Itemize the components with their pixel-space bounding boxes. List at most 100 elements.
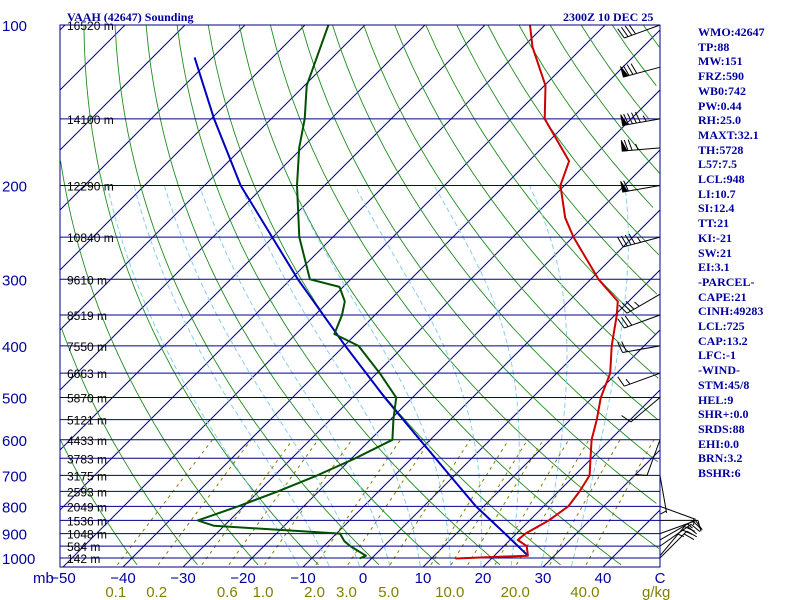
wind-barb-staff bbox=[622, 118, 661, 126]
dry-adiabat-line bbox=[238, 24, 622, 566]
moist-adiabat-line bbox=[163, 185, 360, 567]
mixing-ratio-line bbox=[389, 439, 471, 566]
wind-barb-feather bbox=[621, 415, 632, 423]
index-row: SW:21 bbox=[698, 245, 733, 260]
mixing-ratio-label: 0.1 bbox=[105, 584, 126, 600]
wind-barb-staff bbox=[646, 439, 661, 476]
moist-adiabat-line bbox=[528, 185, 568, 567]
wind-barb-feather bbox=[626, 64, 634, 75]
wind-barb bbox=[617, 24, 661, 39]
wind-barb-feather bbox=[681, 529, 693, 535]
mixing-ratio-label: 3.0 bbox=[336, 584, 357, 600]
wind-barb-feather bbox=[635, 474, 648, 476]
index-row: HEL:9 bbox=[698, 392, 734, 407]
valid-time: 2300Z 10 DEC 25 bbox=[563, 10, 654, 24]
mixing-ratio-line bbox=[347, 439, 432, 566]
mixing-ratio-label: 0.2 bbox=[146, 584, 167, 600]
isotherm-line bbox=[302, 209, 661, 568]
wind-barb-feather bbox=[624, 234, 632, 246]
height-label: 12290 m bbox=[67, 179, 114, 193]
height-label: 5121 m bbox=[67, 414, 107, 428]
height-label: 1048 m bbox=[67, 528, 107, 542]
background-lines bbox=[59, 24, 661, 568]
wind-barb bbox=[620, 139, 661, 152]
mixing-ratio-line bbox=[228, 439, 319, 566]
height-label: 142 m bbox=[67, 552, 100, 566]
wind-barb-feather bbox=[617, 341, 624, 353]
wind-barb-feather bbox=[620, 235, 628, 247]
index-row: MAXT:32.1 bbox=[698, 127, 759, 142]
wind-barb-feather bbox=[683, 533, 695, 541]
wind-barb bbox=[659, 475, 668, 515]
mixing-ratio-label: 10.0 bbox=[435, 584, 464, 600]
wind-barb-feather bbox=[687, 526, 697, 535]
pressure-tick-label: 200 bbox=[2, 178, 27, 195]
temperature-tick-label: 30 bbox=[535, 570, 552, 587]
dry-adiabat-line bbox=[269, 24, 660, 549]
dewpoint-trace bbox=[196, 24, 398, 560]
mixing-ratio-line bbox=[494, 439, 570, 566]
wind-barb-staff bbox=[622, 184, 661, 193]
pressure-tick-label: 100 bbox=[2, 18, 27, 35]
temperature-tick-label: −40 bbox=[110, 570, 135, 587]
wind-barb-feather bbox=[628, 24, 636, 35]
index-row: CAPE:21 bbox=[698, 289, 747, 304]
index-row: PW:0.44 bbox=[698, 98, 742, 113]
dry-adiabat-line bbox=[363, 24, 658, 420]
index-row: RH:25.0 bbox=[698, 113, 741, 128]
mixing-ratio-line bbox=[585, 439, 655, 566]
wind-barb-feather bbox=[631, 112, 637, 124]
wind-barb-feather bbox=[623, 180, 629, 192]
index-row: BRN:3.2 bbox=[698, 451, 743, 466]
wind-barb-feather bbox=[617, 236, 624, 248]
wind-barb-half-feather bbox=[687, 523, 693, 529]
index-row: SRDS:88 bbox=[698, 421, 745, 436]
x-axis-unit-label: mb bbox=[33, 570, 54, 587]
index-row: LFC:-1 bbox=[698, 348, 736, 363]
mixing-ratio-line bbox=[315, 439, 401, 566]
height-label: 3175 m bbox=[67, 469, 107, 483]
index-row: WB0:742 bbox=[698, 83, 746, 98]
indices-panel: WMO:42647 TP:88 MW:151 FRZ:590 WB0:742 PW:0.4… bbox=[698, 25, 765, 481]
dry-adiabat-line bbox=[332, 24, 658, 463]
chart-title: VAAH (42647) Sounding bbox=[67, 10, 194, 24]
mixing-ratio-unit: g/kg bbox=[642, 584, 670, 600]
dry-adiabat-line bbox=[145, 24, 440, 566]
temperature-tick-label: 40 bbox=[595, 570, 612, 587]
index-row: L57:7.5 bbox=[698, 157, 737, 172]
wind-barb-staff bbox=[659, 530, 688, 559]
dry-adiabat-line bbox=[60, 161, 259, 566]
isotherm-line bbox=[422, 329, 661, 568]
dry-adiabat-line bbox=[394, 24, 659, 379]
mixing-ratio-label: 20.0 bbox=[501, 584, 530, 600]
right-axis-label: C bbox=[655, 570, 666, 587]
wind-barb bbox=[620, 63, 661, 78]
isotherm-line bbox=[182, 89, 661, 568]
temperature-tick-label: −30 bbox=[170, 570, 195, 587]
height-label: 8519 m bbox=[67, 309, 107, 323]
index-row: WMO:42647 bbox=[698, 25, 765, 39]
isotherm-line bbox=[59, 24, 426, 391]
wind-barb bbox=[620, 180, 661, 193]
isotherm-line bbox=[59, 24, 186, 151]
index-row: MW:151 bbox=[698, 54, 743, 69]
index-row: KI:-21 bbox=[698, 230, 732, 245]
dry-adiabat-line bbox=[207, 24, 561, 566]
moist-adiabat-line bbox=[240, 185, 421, 567]
wind-barb-feather bbox=[618, 304, 628, 314]
mixing-ratio-label: 1.0 bbox=[253, 584, 274, 600]
isotherm-line bbox=[542, 449, 661, 568]
pressure-tick-label: 400 bbox=[2, 339, 27, 356]
wind-barb-pennant bbox=[620, 114, 629, 126]
pressure-tick-label: 900 bbox=[2, 527, 27, 544]
dry-adiabat-line bbox=[83, 24, 319, 566]
wind-barb-half-feather bbox=[634, 301, 640, 307]
mixing-ratio-line bbox=[264, 439, 353, 566]
wind-barb-feather bbox=[617, 28, 625, 39]
mixing-ratio-line bbox=[450, 439, 529, 566]
index-row: TP:88 bbox=[698, 39, 730, 54]
wind-barb bbox=[621, 397, 661, 423]
plot-frame bbox=[59, 24, 661, 568]
wind-barb-half-feather bbox=[677, 533, 685, 538]
